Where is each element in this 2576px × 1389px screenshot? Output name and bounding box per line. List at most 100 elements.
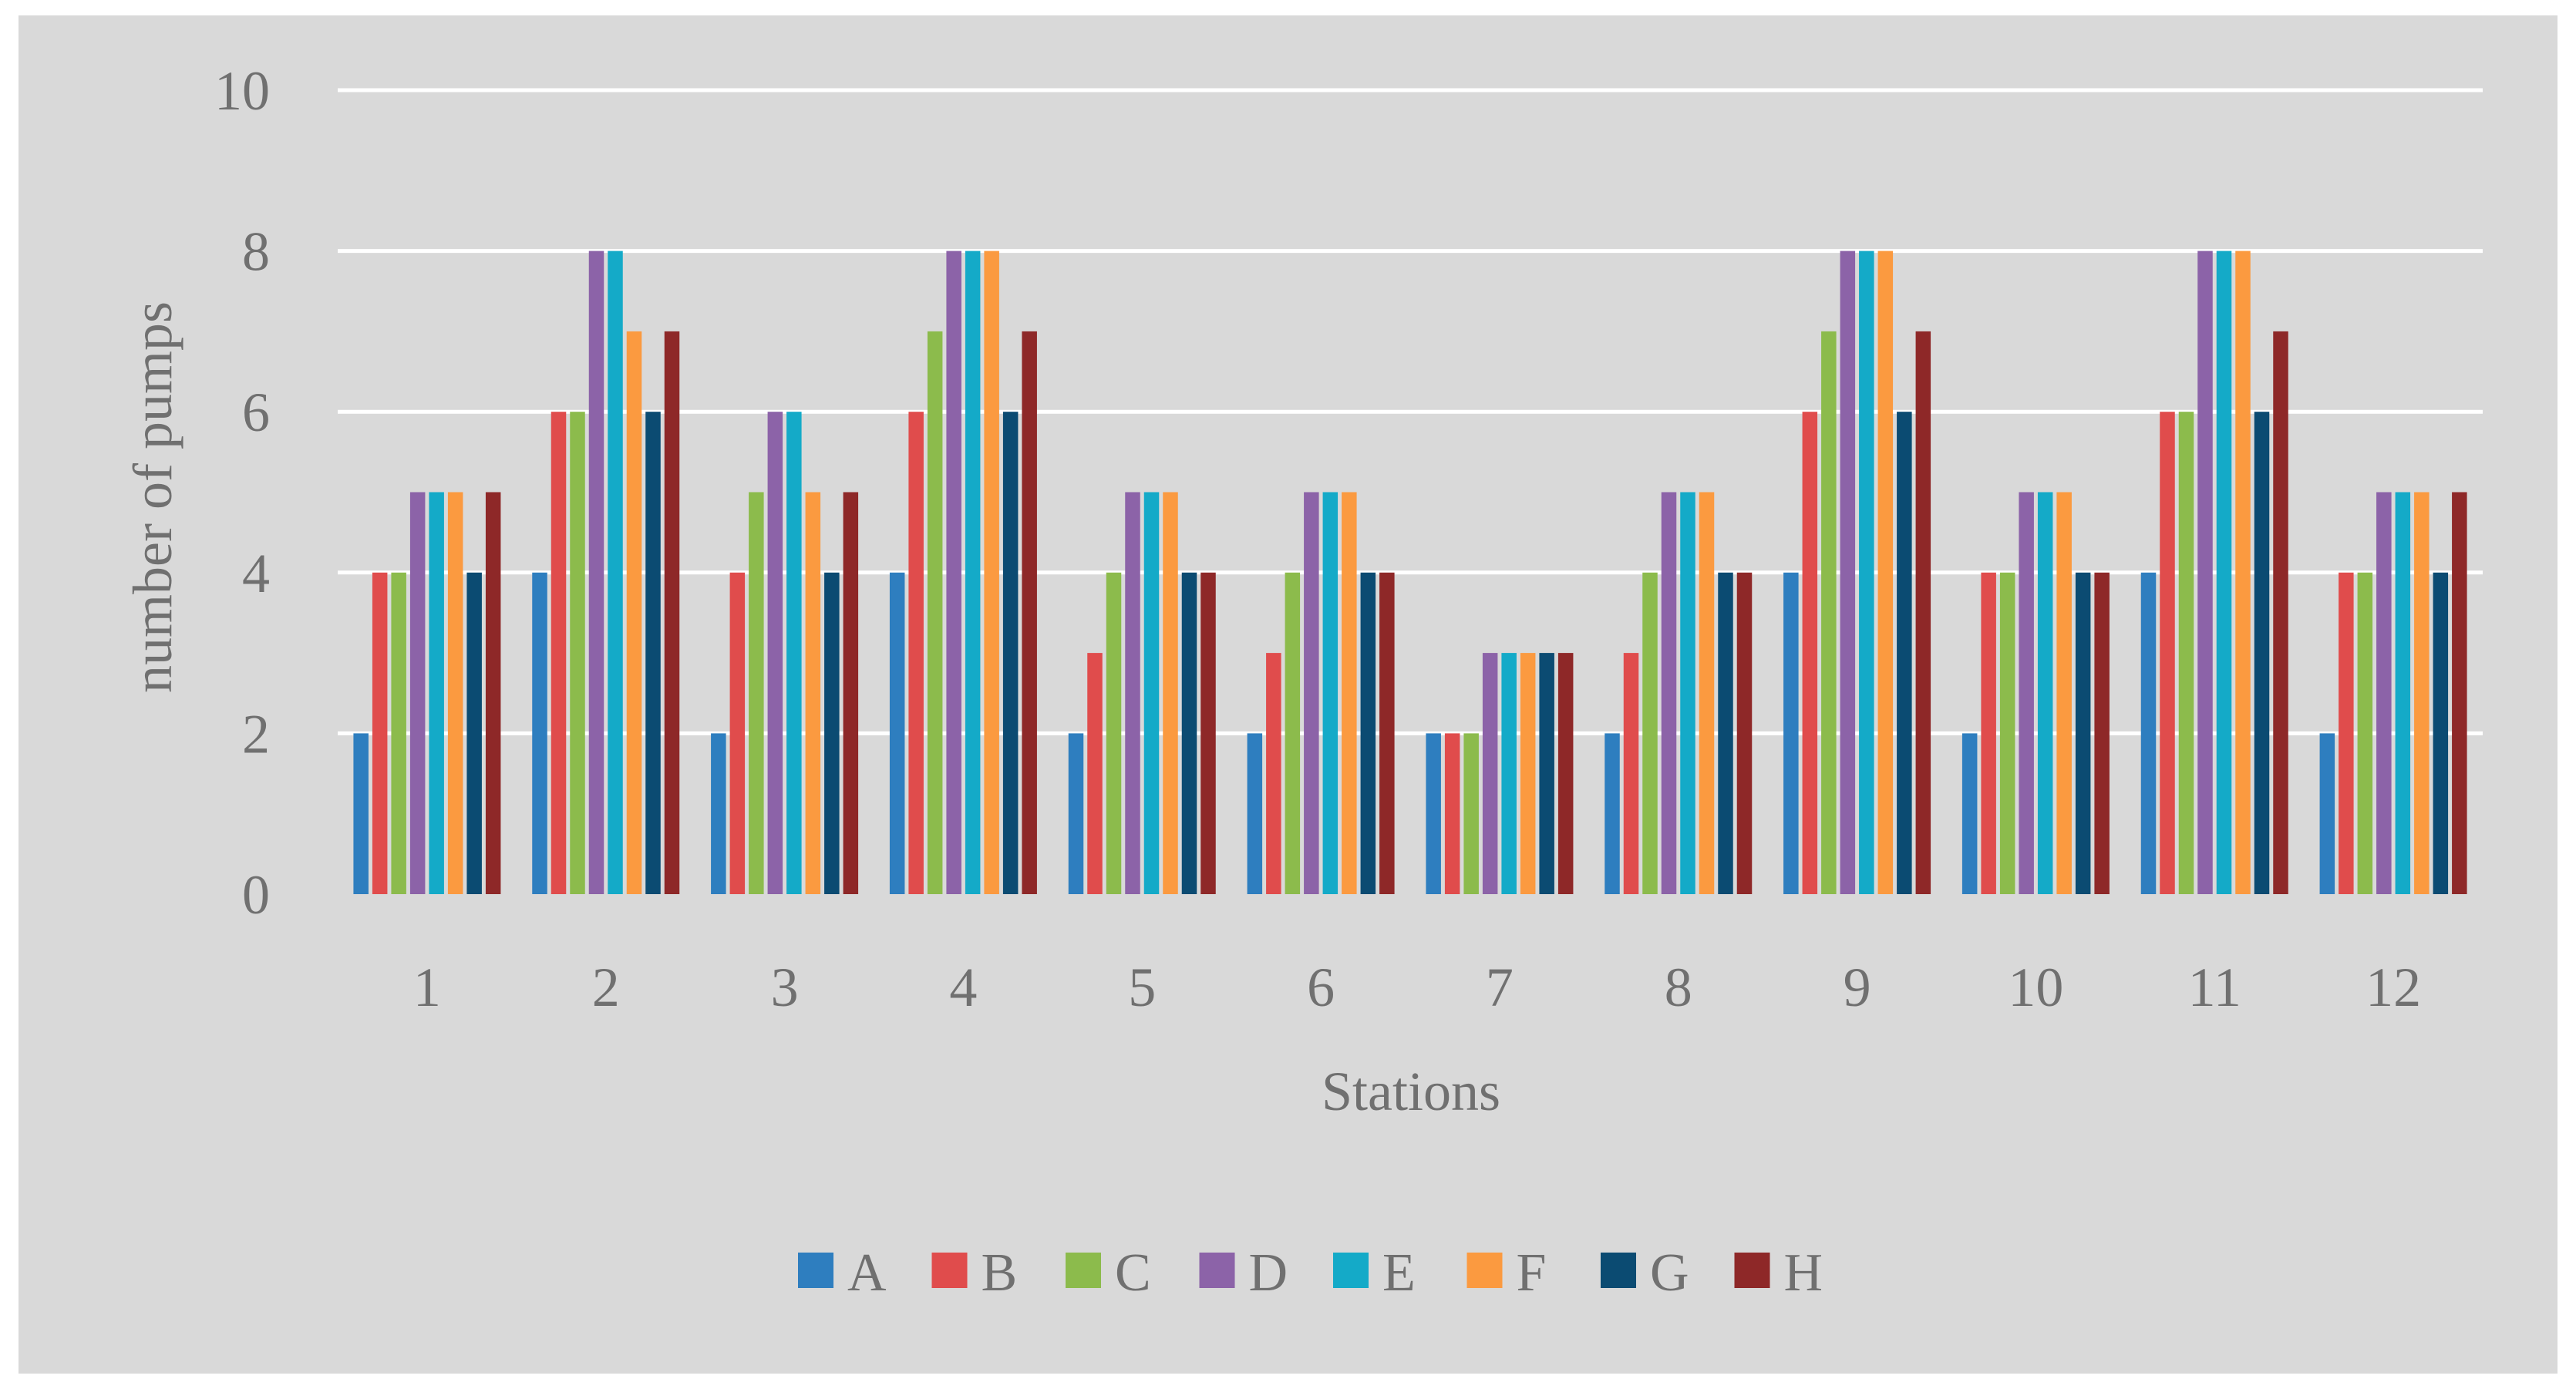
bar-H-12 [2452,492,2467,894]
bar-C-6 [1285,572,1301,894]
bars [353,251,2467,895]
bar-E-2 [608,251,623,895]
bar-G-2 [645,412,661,894]
bar-G-1 [466,572,482,894]
bar-G-3 [824,572,840,894]
x-tick-label: 4 [949,957,977,1018]
legend-label-F: F [1517,1243,1547,1303]
bar-F-2 [626,331,642,894]
bar-B-2 [551,412,567,894]
bar-E-12 [2395,492,2411,894]
x-tick-label: 6 [1307,957,1335,1018]
bar-E-4 [965,251,981,895]
bar-F-3 [805,492,821,894]
bar-A-9 [1783,572,1799,894]
bar-C-8 [1642,572,1658,894]
bar-E-7 [1501,653,1517,894]
x-tick-label: 7 [1486,957,1514,1018]
bar-G-11 [2254,412,2270,894]
bar-A-8 [1605,733,1620,894]
bar-E-8 [1680,492,1695,894]
legend-swatch-E [1333,1253,1369,1288]
y-tick-label: 0 [242,864,270,926]
legend-label-G: G [1650,1243,1689,1303]
bar-A-12 [2319,733,2335,894]
bar-C-2 [570,412,585,894]
bar-F-5 [1163,492,1178,894]
x-axis-ticks: 1 2 3 4 5 6 7 8 9 10 11 12 [413,957,2421,1018]
bar-H-4 [1022,331,1037,894]
bar-E-6 [1322,492,1339,894]
x-tick-label: 12 [2366,957,2421,1018]
y-tick-label: 10 [214,60,270,122]
bar-A-5 [1068,733,1084,894]
bar-E-9 [1859,251,1874,895]
bar-B-12 [2339,572,2354,894]
bar-B-10 [1981,572,1996,894]
bar-F-11 [2235,251,2251,895]
legend-swatch-F [1466,1253,1503,1288]
bar-C-12 [2357,572,2373,894]
bar-B-6 [1266,653,1281,894]
bar-H-11 [2273,331,2288,894]
bar-D-1 [409,492,426,894]
legend-label-H: H [1784,1243,1823,1303]
bar-B-4 [908,412,924,894]
legend-label-A: A [847,1243,887,1303]
bar-G-8 [1718,572,1733,894]
bar-G-4 [1002,412,1019,894]
legend-swatch-A [798,1253,833,1288]
bar-B-3 [729,572,746,894]
bar-C-4 [927,331,943,894]
bar-D-8 [1661,492,1677,894]
bar-H-2 [664,331,680,894]
bar-D-6 [1304,492,1319,894]
bar-E-10 [2037,492,2053,894]
bar-B-1 [372,572,388,894]
bar-B-9 [1802,412,1818,894]
x-tick-label: 10 [2008,957,2063,1018]
legend-label-E: E [1382,1243,1416,1303]
legend-swatch-D [1199,1253,1235,1288]
bar-B-8 [1623,653,1639,894]
bar-C-5 [1106,572,1122,894]
legend-swatch-C [1066,1253,1101,1288]
x-tick-label: 5 [1128,957,1156,1018]
bar-G-9 [1897,412,1912,894]
legend-label-B: B [982,1243,1018,1303]
bar-D-2 [588,251,604,895]
bar-D-4 [946,251,961,895]
x-tick-label: 8 [1665,957,1692,1018]
bar-H-10 [2094,572,2110,894]
bar-C-10 [1999,572,2015,894]
bar-H-3 [843,492,859,894]
bar-F-4 [984,251,999,895]
bar-D-9 [1840,251,1856,895]
bar-C-9 [1821,331,1837,894]
bar-H-8 [1736,572,1753,894]
bar-D-3 [767,412,783,894]
bar-D-7 [1482,653,1498,894]
bar-D-10 [2019,492,2034,894]
bar-B-5 [1087,653,1103,894]
bar-A-2 [532,572,547,894]
bar-C-1 [391,572,406,894]
bar-A-4 [889,572,905,894]
bar-A-6 [1247,733,1263,894]
bar-F-7 [1520,653,1536,894]
bar-C-3 [749,492,764,894]
bar-F-1 [447,492,463,894]
bar-H-6 [1379,572,1395,894]
bar-H-5 [1200,572,1216,894]
bar-A-7 [1426,733,1441,894]
legend-label-D: D [1249,1243,1288,1303]
bar-E-11 [2216,251,2232,895]
legend-swatch-H [1734,1253,1770,1288]
bar-C-7 [1463,733,1479,894]
bar-F-9 [1877,251,1894,895]
bar-H-1 [485,492,501,894]
bar-A-10 [1961,733,1978,894]
bar-G-5 [1181,572,1197,894]
bar-G-6 [1360,572,1376,894]
